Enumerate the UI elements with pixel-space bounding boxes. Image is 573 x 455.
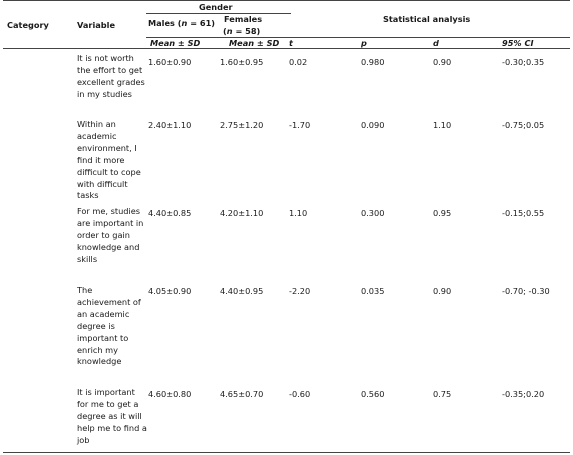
males-cell: 4.05±0.90 — [148, 286, 192, 296]
males-cell: 4.40±0.85 — [148, 208, 192, 218]
females-mean-sd-header: Mean ± SD — [229, 38, 280, 48]
males-cell: 2.40±1.10 — [148, 120, 192, 130]
females-cell: 4.20±1.10 — [220, 208, 264, 218]
statistical-analysis-header: Statistical analysis — [383, 14, 471, 24]
females-suffix: = 58) — [232, 26, 261, 36]
ci-cell: -0.35;0.20 — [502, 389, 545, 399]
table-bottom-border — [3, 452, 570, 453]
males-prefix: Males ( — [148, 18, 182, 28]
females-header-line2: (n = 58) — [223, 26, 260, 36]
ci-header: 95% CI — [502, 38, 534, 48]
t-cell: 1.10 — [289, 208, 308, 218]
variable-header: Variable — [77, 20, 116, 30]
d-cell: 0.75 — [433, 389, 452, 399]
p-cell: 0.300 — [361, 208, 385, 218]
variable-cell: Within an academic environment, I find i… — [77, 119, 141, 201]
males-header: Males (n = 61) — [148, 18, 215, 28]
females-n: n — [226, 26, 233, 36]
p-cell: 0.560 — [361, 389, 385, 399]
males-suffix: = 61) — [187, 18, 216, 28]
t-cell: -2.20 — [289, 286, 311, 296]
males-n: n — [181, 18, 188, 28]
variable-cell: The achievement of an academic degree is… — [77, 285, 141, 367]
females-header-line1: Females — [224, 14, 263, 24]
t-cell: 0.02 — [289, 57, 308, 67]
d-header: d — [433, 38, 439, 48]
ci-cell: -0.75;0.05 — [502, 120, 545, 130]
t-cell: -0.60 — [289, 389, 311, 399]
p-cell: 0.090 — [361, 120, 385, 130]
table-top-border — [3, 0, 570, 1]
t-header: t — [289, 38, 293, 48]
males-cell: 1.60±0.90 — [148, 57, 192, 67]
p-cell: 0.980 — [361, 57, 385, 67]
males-cell: 4.60±0.80 — [148, 389, 192, 399]
t-cell: -1.70 — [289, 120, 311, 130]
females-open: ( — [223, 26, 227, 36]
d-cell: 0.90 — [433, 57, 452, 67]
ci-cell: -0.15;0.55 — [502, 208, 545, 218]
header-bottom-border — [3, 48, 570, 49]
subheader-top-border — [146, 37, 570, 38]
variable-cell: It is important for me to get a degree a… — [77, 387, 147, 445]
d-cell: 0.95 — [433, 208, 452, 218]
p-header: p — [361, 38, 367, 48]
females-cell: 1.60±0.95 — [220, 57, 264, 67]
category-header: Category — [7, 20, 49, 30]
gender-header: Gender — [199, 2, 233, 12]
ci-cell: -0.70; -0.30 — [502, 286, 550, 296]
females-cell: 4.40±0.95 — [220, 286, 264, 296]
gender-underline — [146, 13, 291, 14]
d-cell: 1.10 — [433, 120, 452, 130]
variable-cell: It is not worth the effort to get excell… — [77, 53, 145, 99]
ci-cell: -0.30;0.35 — [502, 57, 545, 67]
d-cell: 0.90 — [433, 286, 452, 296]
females-cell: 2.75±1.20 — [220, 120, 264, 130]
p-cell: 0.035 — [361, 286, 385, 296]
males-mean-sd-header: Mean ± SD — [150, 38, 201, 48]
variable-cell: For me, studies are important in order t… — [77, 206, 144, 264]
females-cell: 4.65±0.70 — [220, 389, 264, 399]
